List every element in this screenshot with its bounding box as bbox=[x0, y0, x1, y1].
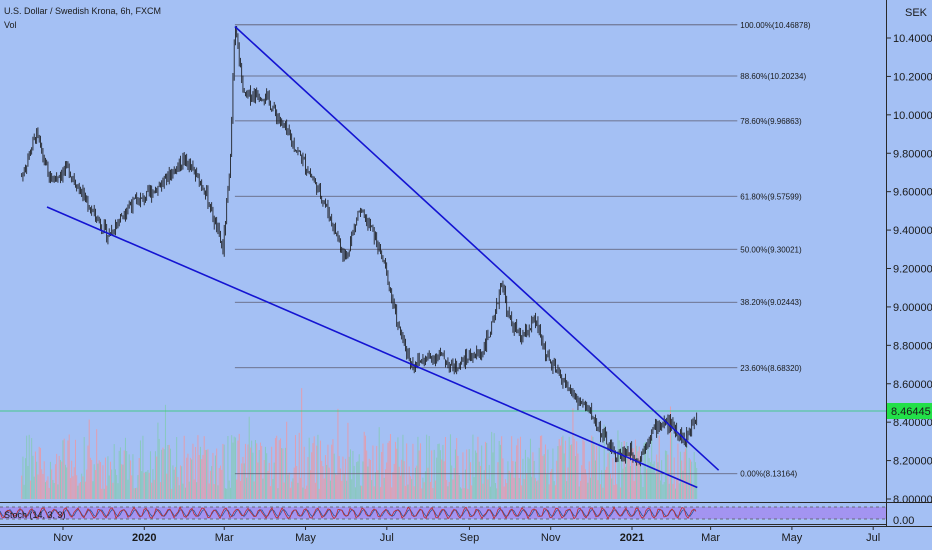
price-tick-label: 8.20000 bbox=[893, 456, 932, 468]
time-tick-label: Mar bbox=[701, 532, 720, 544]
price-tick-label: 10.20000 bbox=[893, 71, 932, 83]
time-tick-label: 2021 bbox=[620, 532, 644, 544]
fib-level-label: 50.00%(9.30021) bbox=[740, 245, 802, 254]
symbol-title[interactable]: U.S. Dollar / Swedish Krona, 6h, FXCM bbox=[4, 6, 161, 16]
time-axis-ticks[interactable]: Nov 2020 Mar May Jul Sep Nov 2021 Mar May Jul bbox=[53, 526, 880, 544]
price-candles bbox=[21, 26, 698, 467]
price-tick-label: 9.60000 bbox=[893, 187, 932, 199]
upper-trendline bbox=[234, 25, 720, 471]
price-tick-label: 8.80000 bbox=[893, 340, 932, 352]
fib-level-label: 61.80%(9.57599) bbox=[740, 192, 802, 201]
price-tick-label: 10.00000 bbox=[893, 110, 932, 122]
fib-level-label: 38.20%(9.02443) bbox=[740, 298, 802, 307]
price-tick-label: 10.40000 bbox=[893, 33, 932, 45]
time-tick-label: May bbox=[295, 532, 316, 544]
time-tick-label: Nov bbox=[541, 532, 561, 544]
price-tick-label: 8.00000 bbox=[893, 494, 932, 506]
volume-histogram bbox=[21, 388, 698, 499]
price-tick-label: 9.80000 bbox=[893, 148, 932, 160]
lower-trendline bbox=[46, 206, 698, 489]
fib-level-label: 0.00%(8.13164) bbox=[740, 470, 797, 479]
time-tick-label: Jul bbox=[866, 532, 880, 544]
fib-level-label: 23.60%(8.68320) bbox=[740, 364, 802, 373]
price-tick-label: 9.40000 bbox=[893, 225, 932, 237]
stoch-lines bbox=[0, 506, 697, 520]
trendlines[interactable] bbox=[46, 25, 720, 489]
price-tick-label: 9.00000 bbox=[893, 302, 932, 314]
time-tick-label: Nov bbox=[53, 532, 73, 544]
price-axis-unit: SEK bbox=[905, 7, 928, 19]
price-tick-label: 8.40000 bbox=[893, 417, 932, 429]
time-tick-label: Sep bbox=[460, 532, 480, 544]
price-tick-label: 8.60000 bbox=[893, 379, 932, 391]
time-tick-label: May bbox=[782, 532, 803, 544]
fib-level-label: 78.60%(9.96863) bbox=[740, 117, 802, 126]
stoch-k-line bbox=[0, 506, 697, 520]
price-tick-label: 9.20000 bbox=[893, 264, 932, 276]
current-price-tag: 8.46445 bbox=[887, 403, 932, 419]
svg-text:8.46445: 8.46445 bbox=[891, 406, 931, 418]
price-axis-ticks[interactable]: 10.40000 10.20000 10.00000 9.80000 9.60000 9.… bbox=[886, 33, 932, 506]
stoch-legend[interactable]: Stoch (14, 3, 3) bbox=[4, 510, 66, 520]
fib-level-label: 100.00%(10.46878) bbox=[740, 21, 811, 30]
time-tick-label: 2020 bbox=[132, 532, 156, 544]
volume-legend[interactable]: Vol bbox=[4, 20, 17, 30]
time-tick-label: Jul bbox=[380, 532, 394, 544]
fib-level-label: 88.60%(10.20234) bbox=[740, 72, 806, 81]
stoch-axis-tick: 0.00 bbox=[893, 515, 914, 527]
fibonacci-retracement[interactable]: 100.00%(10.46878) 88.60%(10.20234) 78.60%(… bbox=[234, 21, 811, 479]
stoch-d-line bbox=[0, 508, 697, 518]
time-tick-label: Mar bbox=[215, 532, 234, 544]
